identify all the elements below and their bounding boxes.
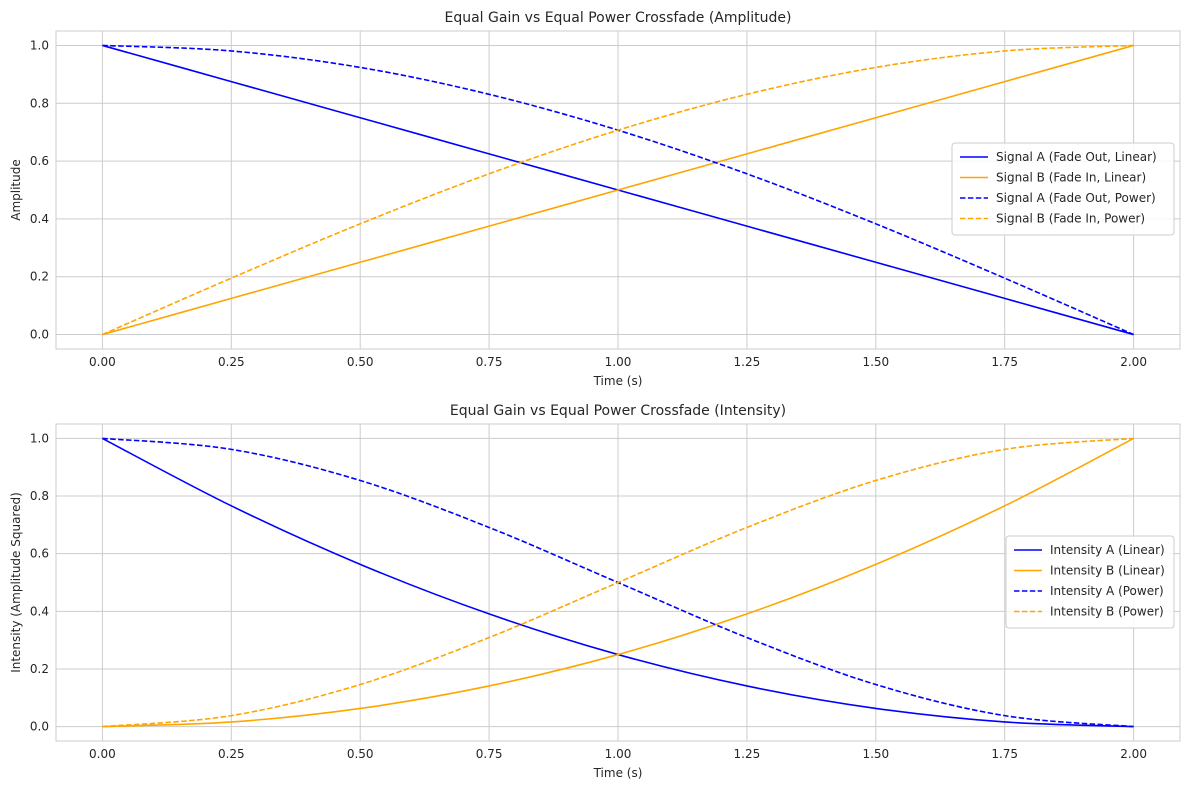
x-tick-label: 0.25 — [218, 747, 245, 761]
y-tick-label: 0.6 — [30, 547, 49, 561]
x-axis-label: Time (s) — [593, 766, 643, 780]
y-tick-label: 0.4 — [30, 604, 49, 618]
legend-label: Intensity B (Power) — [1050, 605, 1164, 619]
chart-panel-1: 0.00 0.25 0.50 0.75 1.00 1.25 1.50 1.75 2.00 0.0 0… — [9, 10, 1181, 388]
y-tick-label: 1.0 — [30, 431, 49, 445]
y-axis-label: Intensity (Amplitude Squared) — [9, 492, 23, 673]
x-tick-label: 1.50 — [862, 747, 889, 761]
x-tick-label: 0.50 — [347, 355, 374, 369]
x-tick-label: 0.50 — [347, 747, 374, 761]
x-tick-label: 2.00 — [1120, 747, 1147, 761]
series-line-2 — [102, 437, 1134, 728]
y-tick-label: 0.4 — [30, 212, 49, 226]
x-tick-label: 1.75 — [991, 747, 1018, 761]
x-axis-label: Time (s) — [593, 374, 643, 388]
legend-box — [1005, 535, 1175, 629]
y-tick-label: 0.6 — [30, 154, 49, 168]
y-tick-label: 1.0 — [30, 38, 49, 52]
series-line-2 — [102, 44, 1134, 336]
x-tick-label: 0.00 — [89, 355, 116, 369]
plot-frame — [55, 30, 1181, 350]
legend-label: Signal A (Fade Out, Power) — [996, 191, 1156, 205]
series-line-4 — [102, 44, 1134, 336]
x-tick-label: 1.50 — [862, 355, 889, 369]
legend: Signal A (Fade Out, Linear) Signal B (Fad… — [951, 142, 1175, 236]
chart-title: Equal Gain vs Equal Power Crossfade (Int… — [450, 403, 786, 419]
x-tick-label: 0.00 — [89, 747, 116, 761]
x-tick-label: 2.00 — [1120, 355, 1147, 369]
x-tick-label: 0.75 — [476, 355, 503, 369]
x-tick-label: 0.75 — [476, 747, 503, 761]
legend-box — [951, 142, 1175, 236]
legend: Intensity A (Linear) Intensity B (Linear)… — [1005, 535, 1175, 629]
chart-title: Equal Gain vs Equal Power Crossfade (Amp… — [445, 10, 792, 26]
series-line-4 — [102, 437, 1134, 728]
legend-label: Signal B (Fade In, Power) — [996, 212, 1145, 226]
chart-panel-2: 0.00 0.25 0.50 0.75 1.00 1.25 1.50 1.75 2.00 0.0 0… — [9, 403, 1181, 780]
y-axis-label: Amplitude — [9, 159, 23, 221]
legend-label: Signal A (Fade Out, Linear) — [996, 150, 1157, 164]
legend-label: Intensity A (Linear) — [1050, 543, 1165, 557]
legend-label: Signal B (Fade In, Linear) — [996, 171, 1146, 185]
y-tick-label: 0.8 — [30, 96, 49, 110]
x-tick-label: 0.25 — [218, 355, 245, 369]
x-tick-label: 1.75 — [991, 355, 1018, 369]
x-tick-label: 1.00 — [605, 747, 632, 761]
x-tick-label: 1.25 — [734, 355, 761, 369]
x-tick-label: 1.25 — [734, 747, 761, 761]
legend-label: Intensity B (Linear) — [1050, 564, 1165, 578]
x-tick-label: 1.00 — [605, 355, 632, 369]
legend-label: Intensity A (Power) — [1050, 584, 1164, 598]
y-tick-label: 0.2 — [30, 270, 49, 284]
y-tick-label: 0.0 — [30, 328, 49, 342]
y-tick-label: 0.2 — [30, 662, 49, 676]
y-tick-label: 0.8 — [30, 489, 49, 503]
plot-frame — [55, 423, 1181, 742]
y-tick-label: 0.0 — [30, 720, 49, 734]
